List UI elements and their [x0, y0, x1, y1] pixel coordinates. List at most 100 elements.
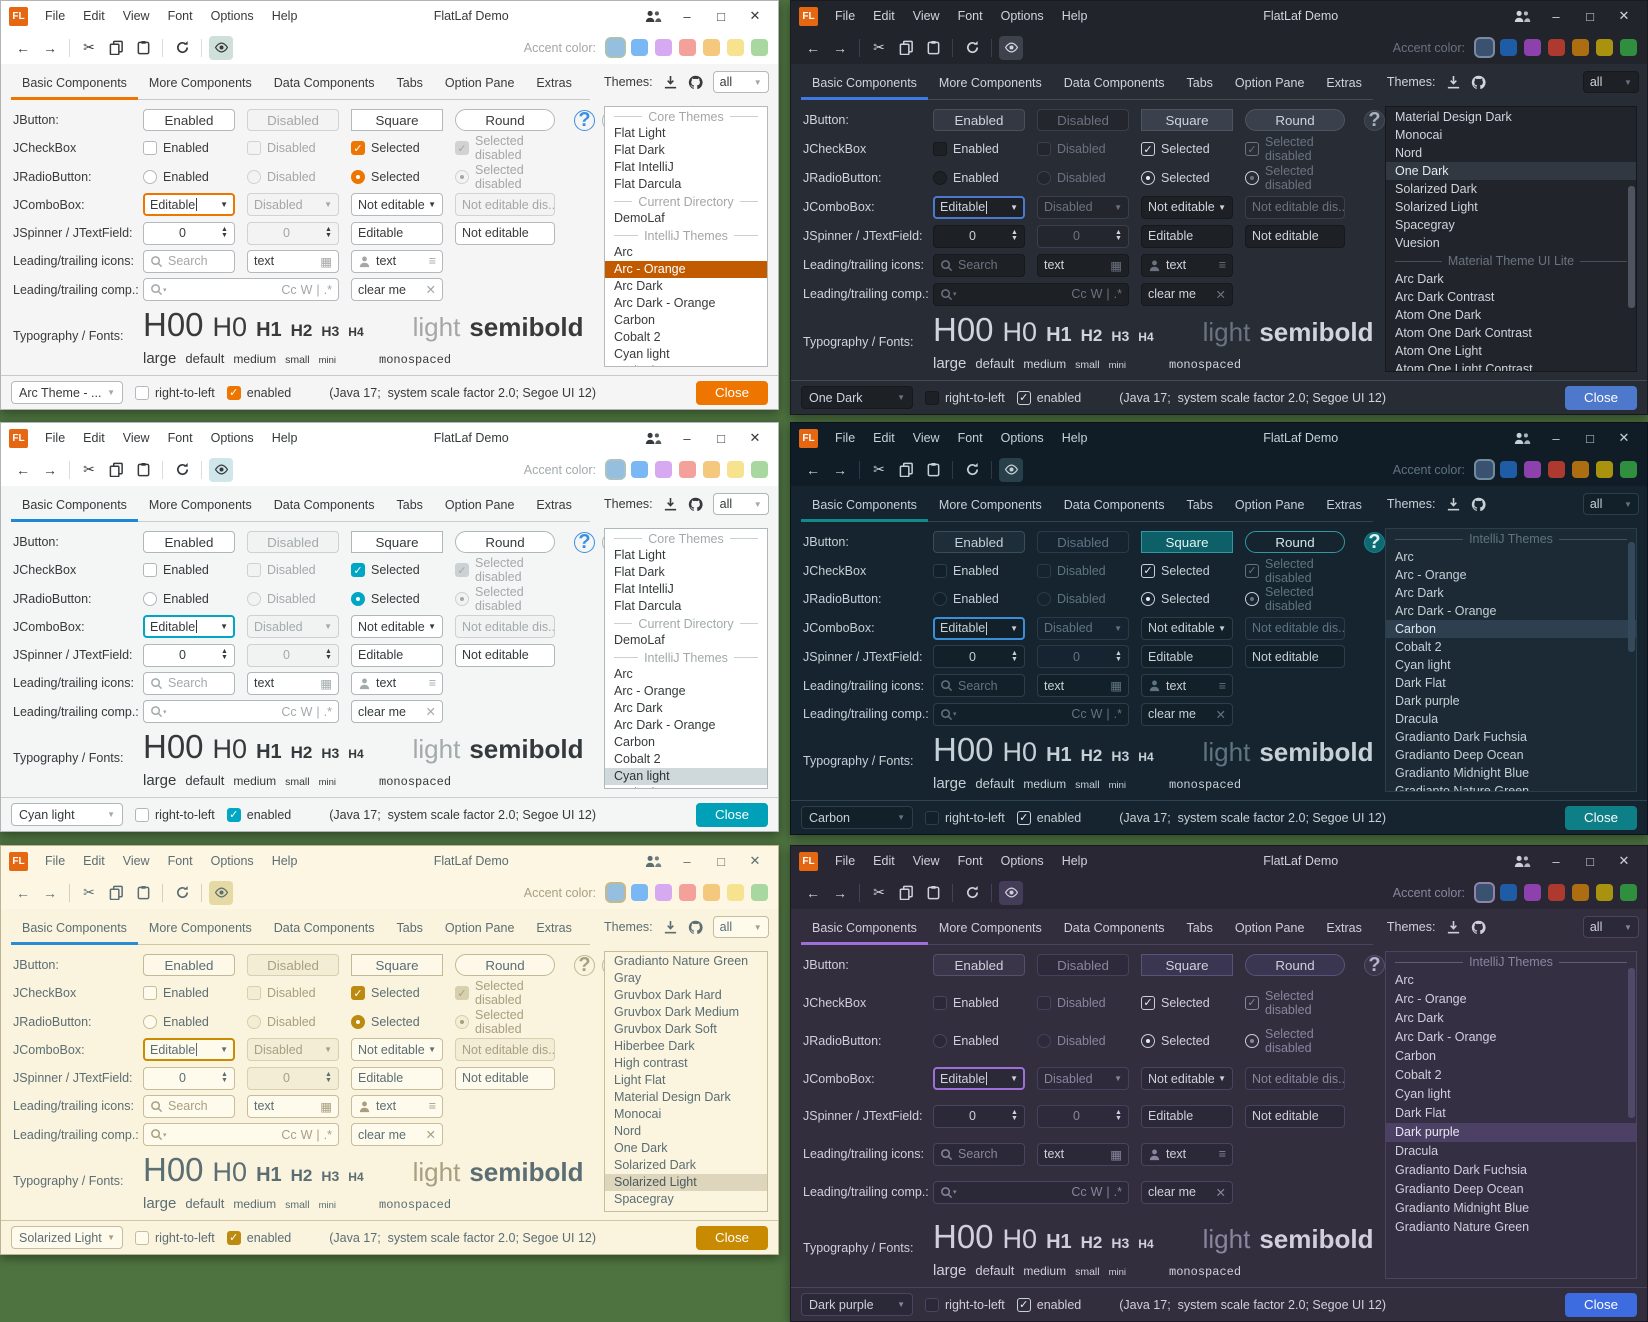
theme-list-item[interactable]: Material Design Dark: [1395, 110, 1512, 124]
clear-icon[interactable]: ✕: [1215, 1185, 1226, 1200]
maximize-button[interactable]: □: [717, 8, 725, 24]
checkbox-enabled[interactable]: [143, 563, 157, 578]
editable-combobox[interactable]: Editable ▼: [933, 195, 1025, 219]
tab-tabs[interactable]: Tabs: [396, 921, 423, 935]
menu-file[interactable]: File: [835, 431, 856, 445]
eye-icon[interactable]: [999, 35, 1023, 60]
tab-data-components[interactable]: Data Components: [1063, 76, 1165, 90]
tab-option-pane[interactable]: Option Pane: [1234, 921, 1305, 935]
menu-view[interactable]: View: [912, 431, 940, 445]
editable-textfield[interactable]: Editable: [1141, 1104, 1233, 1128]
tab-data-components[interactable]: Data Components: [273, 498, 375, 512]
menu-file[interactable]: File: [45, 431, 66, 445]
tab-basic-components[interactable]: Basic Components: [801, 913, 928, 945]
enabled-button[interactable]: Enabled: [143, 954, 235, 976]
eye-icon[interactable]: [209, 880, 233, 905]
enabled-checkbox[interactable]: ✓ enabled: [1016, 1297, 1081, 1312]
not-editable-textfield[interactable]: Not editable: [1245, 224, 1345, 248]
theme-combobox[interactable]: Cyan light ▼: [11, 803, 123, 826]
accent-swatch[interactable]: [751, 884, 768, 901]
theme-list-item[interactable]: Dark Flat: [605, 785, 767, 788]
not-editable-combobox[interactable]: Not editable ▼: [1141, 195, 1233, 219]
text-input-calendar[interactable]: text ▦: [247, 249, 339, 273]
enabled-button[interactable]: Enabled: [933, 954, 1025, 976]
spinner-arrows-icon[interactable]: ▲ ▼: [1011, 1109, 1018, 1123]
checkbox[interactable]: ✓: [226, 385, 241, 400]
radio-selected[interactable]: [351, 591, 365, 606]
right-to-left-checkbox[interactable]: right-to-left: [925, 390, 1005, 405]
users-icon[interactable]: [636, 854, 670, 868]
copy-icon[interactable]: [104, 881, 128, 905]
paste-icon[interactable]: [921, 458, 945, 482]
forward-icon[interactable]: →: [43, 39, 57, 56]
accent-swatch[interactable]: [1620, 39, 1637, 56]
forward-icon[interactable]: →: [833, 884, 847, 901]
cut-icon[interactable]: ✂: [83, 461, 95, 477]
match-case-button[interactable]: Cc: [281, 1127, 297, 1142]
menu-font[interactable]: Font: [957, 9, 983, 23]
accent-swatch[interactable]: [703, 461, 720, 478]
spinner[interactable]: 0 ▲ ▼: [933, 224, 1025, 248]
copy-icon[interactable]: [104, 36, 128, 60]
close-button[interactable]: Close: [1565, 385, 1637, 410]
radio-enabled[interactable]: [143, 591, 157, 606]
minimize-button[interactable]: –: [1552, 8, 1560, 24]
menu-view[interactable]: View: [122, 431, 150, 445]
enabled-checkbox[interactable]: ✓ enabled: [1016, 390, 1081, 405]
accent-swatch[interactable]: [607, 884, 624, 901]
theme-list-item[interactable]: Cobalt 2: [614, 752, 661, 766]
menu-font[interactable]: Font: [957, 431, 983, 445]
accent-swatch[interactable]: [1596, 461, 1613, 478]
tab-extras[interactable]: Extras: [536, 498, 572, 512]
theme-list-item[interactable]: Material Design Dark: [614, 1090, 731, 1104]
theme-list-item[interactable]: Arc - Orange: [1395, 992, 1467, 1006]
theme-list-item[interactable]: Cyan light: [605, 768, 767, 785]
accent-swatch[interactable]: [703, 39, 720, 56]
theme-list-item[interactable]: Solarized Light: [605, 1174, 767, 1191]
not-editable-combobox[interactable]: Not editable ▼: [351, 1038, 443, 1062]
radio-enabled[interactable]: [143, 169, 157, 184]
theme-list-item[interactable]: Atom One Dark: [1395, 308, 1482, 322]
menu-edit[interactable]: Edit: [873, 431, 895, 445]
theme-list-item[interactable]: Carbon: [614, 735, 655, 749]
accent-swatch[interactable]: [679, 884, 696, 901]
accent-swatch[interactable]: [1548, 461, 1565, 478]
cut-icon[interactable]: ✂: [83, 39, 95, 55]
match-case-button[interactable]: Cc: [1071, 1185, 1087, 1200]
checkbox[interactable]: ✓: [226, 807, 241, 822]
magnifier-icon[interactable]: ▾: [150, 1128, 167, 1141]
accent-swatch[interactable]: [1596, 39, 1613, 56]
menu-edit[interactable]: Edit: [83, 854, 105, 868]
download-icon[interactable]: [663, 920, 678, 935]
theme-list-item[interactable]: Dark Flat: [605, 363, 767, 366]
round-button[interactable]: Round: [1245, 954, 1345, 976]
theme-list-item[interactable]: Monocai: [614, 1107, 662, 1121]
theme-list-item[interactable]: Nord: [1395, 146, 1423, 160]
tab-basic-components[interactable]: Basic Components: [11, 913, 138, 945]
theme-list-item[interactable]: Flat Darcula: [614, 177, 682, 191]
editable-combobox[interactable]: Editable ▼: [143, 193, 235, 217]
forward-icon[interactable]: →: [833, 39, 847, 56]
accent-swatch[interactable]: [703, 884, 720, 901]
users-icon[interactable]: [636, 9, 670, 23]
menu-options[interactable]: Options: [1000, 854, 1044, 868]
clear-me-input[interactable]: clear me ✕: [1141, 702, 1233, 726]
theme-list-item[interactable]: Solarized Dark: [614, 1158, 696, 1172]
theme-list-item[interactable]: Flat Dark: [614, 143, 665, 157]
radio-enabled[interactable]: [933, 592, 947, 607]
forward-icon[interactable]: →: [43, 461, 57, 478]
help-button[interactable]: ?: [574, 954, 595, 976]
refresh-icon[interactable]: [170, 36, 194, 60]
text-input-calendar[interactable]: text ▦: [247, 1094, 339, 1118]
enabled-button[interactable]: Enabled: [143, 109, 235, 131]
text-input-person[interactable]: text ≡: [351, 1094, 443, 1118]
radio-enabled[interactable]: [933, 1033, 947, 1048]
spinner-arrows-icon[interactable]: ▲ ▼: [221, 1071, 228, 1085]
enabled-checkbox[interactable]: ✓ enabled: [226, 1230, 291, 1245]
theme-list-item[interactable]: Gruvbox Dark Medium: [614, 1005, 740, 1019]
theme-list-item[interactable]: Cyan light: [614, 347, 670, 361]
spinner[interactable]: 0 ▲ ▼: [143, 1066, 235, 1090]
accent-swatch[interactable]: [1548, 39, 1565, 56]
forward-icon[interactable]: →: [43, 884, 57, 901]
round-button[interactable]: Round: [1245, 531, 1345, 553]
